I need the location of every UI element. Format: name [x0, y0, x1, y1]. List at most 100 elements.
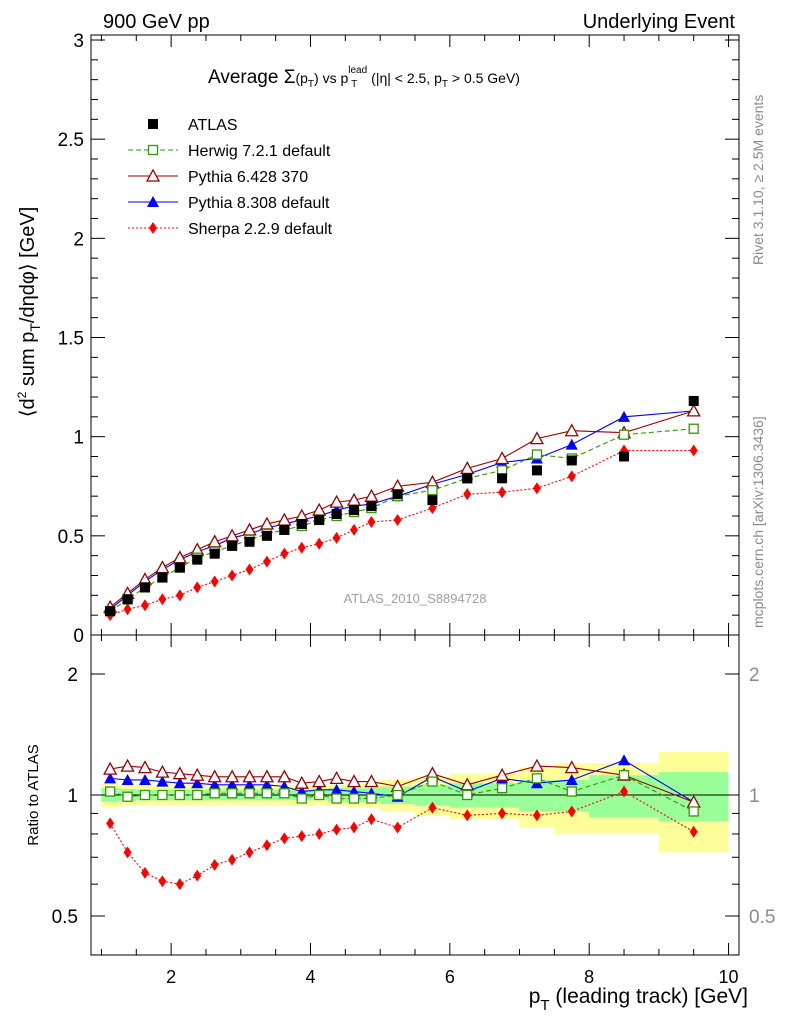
ratio-pythia-6-428-370-point: [155, 764, 170, 778]
ratio-y-tick-label-right: 0.5: [749, 907, 775, 928]
main-pythia-6-428-370-point: [564, 423, 579, 437]
main-atlas-point: [122, 594, 133, 605]
legend-entry-label: Herwig 7.2.1 default: [188, 143, 331, 160]
ratio-pythia-6-428-370-point: [207, 769, 222, 783]
main-atlas-point: [192, 554, 203, 565]
ratio-pythia-8-308-default-point: [156, 775, 169, 787]
ratio-pythia-8-308-default-point: [565, 773, 578, 785]
ratio-sherpa-2-2-9-default-point: [193, 869, 202, 882]
main-sherpa-2-2-9-default-point: [498, 486, 507, 499]
main-atlas-point: [314, 514, 325, 525]
ratio-pythia-6-428-370-point: [259, 769, 275, 783]
ratio-herwig-7-2-1-default-point: [296, 793, 307, 804]
legend: ATLAS Herwig 7.2.1 default Pythia 6.428 37…: [128, 117, 333, 238]
main-pythia-6-428-370-point: [686, 403, 701, 417]
y-axis-label: ⟨d2 sum pT/dηdφ⟩ [GeV]: [15, 207, 43, 418]
ratio-pythia-8-308-default-point: [208, 778, 221, 790]
x-tick-label: 6: [445, 967, 455, 987]
ratio-sherpa-2-2-9-default-point: [297, 830, 306, 843]
ratio-sherpa-2-2-9-default-line: [109, 790, 694, 885]
main-pythia-6-428-370-point: [329, 494, 344, 508]
main-sherpa-2-2-9-default-point: [332, 531, 341, 544]
legend-entry-label: Pythia 8.308 default: [188, 195, 330, 212]
ratio-sherpa-2-2-9-default-point: [498, 807, 507, 820]
ratio-sherpa-2-2-9-default-point: [463, 809, 472, 822]
x-tick-label: 8: [584, 967, 594, 987]
ratio-herwig-7-2-1-default-point: [688, 806, 699, 817]
main-sherpa-2-2-9-default-point: [245, 563, 254, 576]
legend-entry-label: Sherpa 2.2.9 default: [188, 221, 333, 238]
main-atlas-point: [619, 451, 630, 462]
main-atlas-point: [261, 530, 272, 541]
main-atlas-point: [392, 489, 403, 500]
ratio-sherpa-2-2-9-default-point: [210, 858, 219, 871]
ratio-pythia-6-428-370-point: [460, 777, 475, 791]
ratio-herwig-7-2-1-default-point: [244, 788, 255, 799]
ratio-herwig-7-2-1-default-point: [209, 788, 220, 799]
ratio-herwig-7-2-1-default-point: [174, 789, 185, 801]
main-herwig-7-2-1-default-point: [531, 449, 543, 460]
y-tick-label: 1.5: [58, 329, 84, 350]
main-herwig-7-2-1-default-point: [618, 429, 630, 440]
ratio-pythia-8-308-default-point: [121, 773, 134, 785]
x-tick-label: 2: [166, 967, 176, 987]
ratio-herwig-7-2-1-default-point: [618, 770, 630, 781]
rivet-version-text: Rivet 3.1.10, ≥ 2.5M events: [750, 95, 766, 265]
ratio-sherpa-2-2-9-default-point: [428, 801, 437, 814]
main-pythia-6-428-370-point: [529, 431, 545, 445]
ratio-sherpa-2-2-9-default-point: [141, 866, 149, 879]
ratio-sherpa-2-2-9-default-point: [262, 839, 271, 852]
ratio-sherpa-2-2-9-default-point: [228, 853, 237, 866]
ratio-sherpa-2-2-9-default-point: [689, 825, 698, 838]
y-tick-label: 2.5: [58, 130, 84, 151]
ratio-pythia-8-308-default-point: [330, 783, 343, 795]
y-tick-label: 1: [73, 428, 84, 449]
ratio-herwig-7-2-1-default-point: [105, 786, 116, 797]
main-pythia-6-428-370-point: [225, 528, 240, 542]
ratio-pythia-8-308-default-point: [618, 754, 631, 766]
ratio-herwig-7-2-1-default-point: [462, 789, 473, 801]
ratio-pythia-6-428-370-point: [564, 760, 579, 774]
chart-title: Average Σ(pT) vs plead T (|η| < 2.5, pT >…: [208, 65, 520, 90]
ratio-pythia-6-428-370-point: [190, 767, 205, 781]
main-pythia-6-428-370-point: [495, 451, 510, 465]
main-pythia-8-308-default-line: [109, 410, 694, 610]
legend-entry-label: Pythia 6.428 370: [188, 169, 308, 186]
ratio-pythia-8-308-default-point: [173, 777, 186, 789]
legend-marker: [149, 222, 157, 234]
main-pythia-6-428-370-point: [312, 502, 327, 516]
ratio-pythia-8-308-default-point: [104, 772, 117, 784]
ratio-pythia-6-428-370-point: [277, 769, 292, 783]
ratio-sherpa-2-2-9-default-point: [106, 817, 115, 830]
ratio-sherpa-2-2-9-default-point: [350, 821, 359, 834]
ratio-herwig-7-2-1-default-point: [261, 788, 273, 799]
ratio-pythia-6-428-370-point: [346, 774, 362, 788]
main-sherpa-2-2-9-default-point: [141, 599, 149, 612]
x-axis-label: pT (leading track) [GeV]: [529, 985, 748, 1014]
ratio-pythia-8-308-default-point: [243, 778, 256, 790]
main-atlas-point: [531, 465, 542, 476]
main-atlas-point: [279, 524, 290, 535]
axis-ticks: [91, 35, 739, 956]
main-sherpa-2-2-9-default-point: [532, 482, 541, 495]
mcplots-source-text: mcplots.cern.ch [arXiv:1306.3436]: [750, 416, 766, 628]
ratio-pythia-8-308-default-point: [191, 777, 204, 789]
main-atlas-point: [174, 562, 185, 573]
ratio-sherpa-2-2-9-default-point: [245, 846, 254, 859]
ratio-series-group: [103, 754, 701, 891]
ratio-herwig-7-2-1-default-point: [122, 791, 133, 802]
main-sherpa-2-2-9-default-point: [350, 523, 359, 536]
ratio-sherpa-2-2-9-default-point: [567, 805, 576, 818]
main-pythia-6-428-370-point: [242, 522, 257, 536]
y-tick-label: 0: [73, 626, 84, 647]
main-atlas-point: [244, 536, 255, 547]
main-sherpa-2-2-9-default-point: [210, 575, 219, 588]
main-sherpa-2-2-9-default-point: [463, 488, 472, 501]
main-pythia-6-428-370-point: [460, 461, 475, 475]
main-sherpa-2-2-9-default-point: [280, 547, 289, 560]
main-atlas-point: [497, 473, 508, 484]
main-atlas-point: [296, 518, 307, 529]
y-tick-label: 0.5: [58, 527, 84, 548]
y-tick-label: 2: [73, 229, 84, 250]
main-pythia-6-428-370-point: [207, 534, 222, 548]
